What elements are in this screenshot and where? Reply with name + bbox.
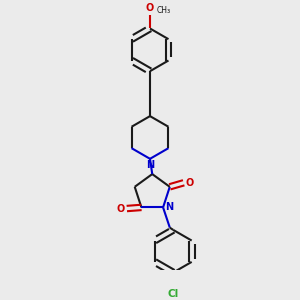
Text: CH₃: CH₃ [156,6,170,15]
Text: Cl: Cl [168,290,179,299]
Text: N: N [146,160,154,170]
Text: O: O [117,203,125,214]
Text: O: O [146,3,154,13]
Text: N: N [165,202,173,212]
Text: O: O [185,178,194,188]
